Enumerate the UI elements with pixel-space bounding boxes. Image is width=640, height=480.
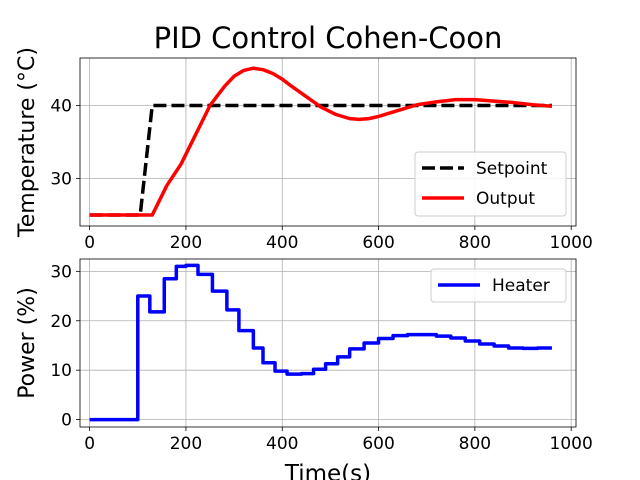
x-tick-label: 0 — [84, 233, 95, 253]
legend-label-output: Output — [476, 189, 535, 209]
power-panel: 0 200 400 600 800 1000 0 10 20 30 Power (%) Time(s)… — [15, 258, 593, 480]
legend-box — [430, 268, 567, 303]
axes-frame — [79, 258, 577, 428]
y-tick-label: 40 — [50, 96, 72, 116]
y-tick-label: 0 — [61, 411, 72, 431]
y-tick-label: 30 — [50, 170, 72, 190]
legend-label-setpoint: Setpoint — [476, 159, 548, 179]
axes-frame — [79, 57, 577, 227]
y-axis-label: Power (%) — [15, 287, 40, 399]
x-tick-label: 0 — [84, 434, 95, 454]
x-tick-label: 400 — [266, 434, 298, 454]
x-tick-label: 200 — [170, 233, 202, 253]
legend: Setpoint Output — [414, 151, 567, 217]
chart-title: PID Control Cohen-Coon — [154, 21, 503, 55]
x-tick-label: 1000 — [550, 434, 593, 454]
y-tick-label: 20 — [50, 312, 72, 332]
x-tick-label: 400 — [266, 233, 298, 253]
x-tick-label: 1000 — [550, 233, 593, 253]
series-line-output — [89, 66, 553, 217]
legend-label-heater: Heater — [492, 276, 550, 296]
y-tick-label: 30 — [50, 262, 72, 282]
x-tick-label: 800 — [459, 233, 491, 253]
legend: Heater — [430, 268, 567, 303]
y-axis-label: Temperature (°C) — [15, 47, 40, 238]
x-tick-label: 200 — [170, 434, 202, 454]
temperature-panel: 0 200 400 600 800 1000 30 40 Temperature (°C) Set… — [15, 47, 593, 253]
x-tick-label: 800 — [459, 434, 491, 454]
y-tick-label: 10 — [50, 361, 72, 381]
x-axis-label: Time(s) — [284, 461, 371, 480]
series-line-heater — [89, 263, 552, 422]
x-tick-label: 600 — [362, 434, 394, 454]
x-tick-label: 600 — [362, 233, 394, 253]
